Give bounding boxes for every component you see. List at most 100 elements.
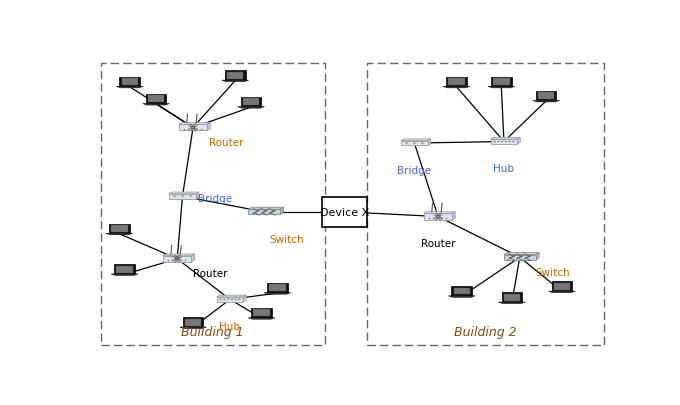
Circle shape <box>405 143 407 144</box>
Bar <box>217 297 243 302</box>
Circle shape <box>190 196 192 197</box>
Circle shape <box>505 142 507 143</box>
Polygon shape <box>179 124 210 125</box>
Polygon shape <box>264 293 291 294</box>
Polygon shape <box>180 327 207 329</box>
Polygon shape <box>111 274 138 276</box>
Polygon shape <box>452 212 455 220</box>
Bar <box>491 77 511 87</box>
Bar <box>536 92 556 101</box>
Text: Bridge: Bridge <box>397 166 431 175</box>
Polygon shape <box>169 193 199 194</box>
Bar <box>183 318 203 327</box>
Bar <box>179 125 207 131</box>
Bar <box>188 129 190 131</box>
Bar <box>424 214 452 220</box>
Text: Hub: Hub <box>220 322 241 331</box>
Polygon shape <box>237 107 265 109</box>
Polygon shape <box>428 140 430 146</box>
Bar <box>538 93 554 100</box>
Polygon shape <box>248 208 284 210</box>
Bar <box>441 218 443 220</box>
Bar <box>114 264 135 274</box>
Polygon shape <box>196 193 199 199</box>
Bar <box>122 79 138 86</box>
Bar <box>551 282 573 292</box>
Bar <box>248 210 280 215</box>
Polygon shape <box>243 296 246 302</box>
Polygon shape <box>280 208 284 215</box>
Bar <box>241 98 261 107</box>
Bar <box>243 99 259 106</box>
Circle shape <box>231 299 233 300</box>
Circle shape <box>220 299 222 300</box>
Bar <box>504 294 520 301</box>
Text: Router: Router <box>193 269 228 278</box>
Circle shape <box>494 142 496 143</box>
Bar <box>433 218 435 220</box>
Bar <box>176 260 178 262</box>
Polygon shape <box>536 253 539 260</box>
Polygon shape <box>116 87 143 89</box>
Circle shape <box>509 142 511 143</box>
Bar <box>491 140 517 145</box>
Polygon shape <box>248 318 275 320</box>
Circle shape <box>501 142 503 143</box>
Circle shape <box>422 143 424 144</box>
Polygon shape <box>488 87 515 89</box>
Bar <box>109 224 130 234</box>
Polygon shape <box>448 296 475 298</box>
Bar <box>111 226 128 232</box>
Polygon shape <box>498 302 525 304</box>
Circle shape <box>173 196 175 197</box>
Polygon shape <box>143 104 169 106</box>
Bar <box>401 141 428 146</box>
Text: Building 1: Building 1 <box>182 326 244 339</box>
Circle shape <box>224 299 225 300</box>
Polygon shape <box>222 81 249 82</box>
Bar <box>504 255 536 260</box>
Polygon shape <box>424 212 455 214</box>
Bar <box>452 286 472 296</box>
Bar <box>184 129 185 131</box>
Circle shape <box>227 299 229 300</box>
Bar <box>502 293 522 302</box>
Polygon shape <box>549 292 575 293</box>
Text: Building 2: Building 2 <box>454 326 517 339</box>
Bar <box>454 288 470 295</box>
Bar <box>201 129 202 131</box>
Bar <box>446 77 467 87</box>
Bar <box>169 194 196 199</box>
Bar <box>197 129 198 131</box>
Bar <box>116 266 133 273</box>
Text: Hub: Hub <box>494 164 515 174</box>
Bar <box>120 77 140 87</box>
Polygon shape <box>163 254 194 256</box>
Polygon shape <box>217 296 246 297</box>
Circle shape <box>512 142 514 143</box>
Polygon shape <box>517 138 520 145</box>
Bar <box>185 319 201 326</box>
Bar <box>269 285 286 292</box>
Bar <box>146 95 167 104</box>
Circle shape <box>413 143 415 144</box>
Polygon shape <box>207 124 210 131</box>
Bar <box>227 72 243 79</box>
Bar <box>181 260 182 262</box>
Bar <box>437 218 439 220</box>
Bar <box>322 198 367 227</box>
Circle shape <box>182 196 184 197</box>
Text: Router: Router <box>209 137 243 147</box>
Circle shape <box>238 299 240 300</box>
Bar <box>554 283 571 290</box>
Circle shape <box>498 142 499 143</box>
Bar <box>172 260 173 262</box>
Polygon shape <box>532 101 560 102</box>
Bar <box>253 310 270 317</box>
Bar <box>148 96 165 103</box>
Bar <box>185 260 186 262</box>
Polygon shape <box>401 140 430 141</box>
Bar <box>251 308 272 318</box>
Bar <box>168 260 169 262</box>
Polygon shape <box>106 234 133 235</box>
